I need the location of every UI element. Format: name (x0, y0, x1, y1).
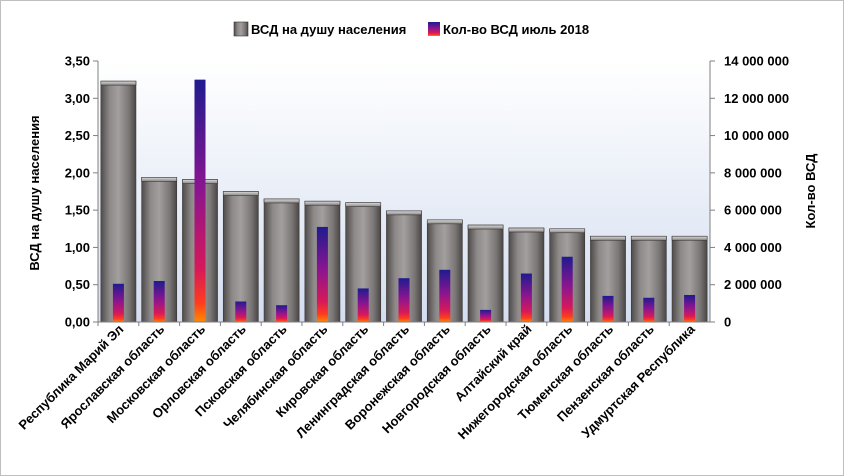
right-bar-8 (439, 269, 451, 322)
left-bar-3 (222, 191, 259, 323)
left-bar-9 (467, 224, 504, 323)
legend-swatch-series-0 (233, 21, 249, 37)
left-tick-label-2: 1,00 (65, 240, 90, 255)
left-bar-cap-1 (141, 177, 178, 182)
legend-item-series-1: Кол-во ВСД июль 2018 (428, 22, 589, 37)
right-bar-9 (480, 309, 492, 322)
right-bar-1 (153, 280, 165, 322)
left-bar-body-4 (263, 198, 300, 323)
right-axis-bars (112, 79, 696, 323)
left-bar-cap-7 (386, 210, 422, 216)
left-bar-cap-12 (590, 235, 626, 241)
right-bar-0 (112, 283, 124, 322)
left-bar-cap-3 (222, 191, 259, 196)
right-bar-2 (194, 79, 206, 323)
right-tick-label-0: 0 (724, 315, 731, 330)
right-tick-label-3: 6 000 000 (724, 203, 782, 218)
left-bar-body-3 (222, 191, 259, 323)
right-bar-11 (561, 256, 573, 322)
left-tick-label-7: 3,50 (65, 54, 90, 69)
right-axis-title: Кол-во ВСД (803, 153, 818, 229)
left-bar-cap-14 (671, 235, 708, 241)
left-bar-cap-0 (100, 80, 137, 86)
legend-label-series-0: ВСД на душу населения (251, 22, 406, 37)
right-bar-3 (235, 301, 247, 322)
right-bar-14 (684, 294, 696, 322)
left-bar-cap-6 (345, 202, 382, 207)
legend-item-series-0: ВСД на душу населения (233, 21, 406, 37)
left-tick-label-4: 2,00 (65, 165, 90, 180)
right-bar-5 (316, 226, 328, 322)
right-tick-label-7: 14 000 000 (724, 54, 789, 69)
left-bar-cap-9 (467, 224, 504, 230)
right-bar-7 (398, 278, 410, 322)
left-tick-label-3: 1,50 (65, 203, 90, 218)
left-bar-4 (263, 198, 300, 323)
left-bar-cap-4 (263, 198, 300, 204)
left-bar-cap-13 (630, 235, 667, 241)
legend-label-series-1: Кол-во ВСД июль 2018 (443, 22, 589, 37)
left-tick-label-0: 0,00 (65, 315, 90, 330)
left-bar-cap-5 (304, 200, 341, 206)
left-bar-cap-11 (549, 228, 586, 234)
right-tick-label-2: 4 000 000 (724, 240, 782, 255)
right-bar-12 (602, 295, 614, 322)
left-bar-body-0 (100, 80, 137, 323)
left-bar-cap-8 (426, 219, 463, 225)
right-tick-label-1: 2 000 000 (724, 277, 782, 292)
left-axis-ticks: 0,00 0,50 1,00 1,50 2,00 2,50 3,00 3,50 (65, 54, 98, 330)
left-bar-cap-10 (508, 227, 545, 233)
left-tick-label-1: 0,50 (65, 277, 90, 292)
left-bar-body-9 (467, 224, 504, 323)
legend: ВСД на душу населения Кол-во ВСД июль 20… (233, 21, 589, 37)
left-axis-title: ВСД на душу населения (27, 115, 42, 270)
right-bar-13 (643, 297, 655, 322)
right-tick-label-4: 8 000 000 (724, 165, 782, 180)
right-bar-4 (276, 305, 288, 322)
right-tick-label-5: 10 000 000 (724, 128, 789, 143)
right-tick-label-6: 12 000 000 (724, 91, 789, 106)
right-axis-ticks: 0 2 000 000 4 000 000 6 000 000 8 000 000 10 … (710, 54, 789, 330)
left-tick-label-6: 3,00 (65, 91, 90, 106)
right-bar-10 (520, 273, 532, 322)
legend-swatch-series-1 (428, 22, 440, 36)
right-bar-6 (357, 288, 369, 322)
left-bar-0 (100, 80, 137, 323)
left-tick-label-5: 2,50 (65, 128, 90, 143)
